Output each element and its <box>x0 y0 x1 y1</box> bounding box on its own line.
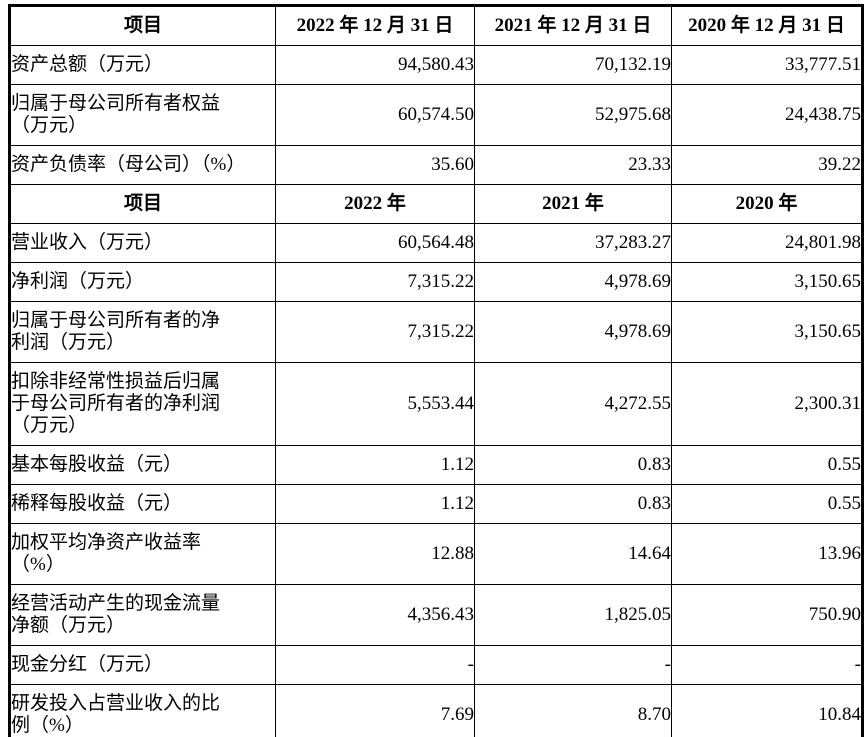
row-label: 加权平均净资产收益率 （%） <box>9 523 276 585</box>
cell-value: 52,975.68 <box>474 84 672 146</box>
cell-value: - <box>671 645 863 685</box>
table-row-net-profit: 净利润（万元） 7,315.22 4,978.69 3,150.65 <box>9 262 863 302</box>
table-row-diluted-eps: 稀释每股收益（元） 1.12 0.83 0.55 <box>9 484 863 524</box>
table-row-parent-net-profit: 归属于母公司所有者的净 利润（万元） 7,315.22 4,978.69 3,1… <box>9 301 863 363</box>
row-label: 资产总额（万元） <box>9 45 276 85</box>
cell-value: 4,356.43 <box>275 584 475 646</box>
cell-value: 24,801.98 <box>671 223 863 263</box>
header-year-2021: 2021 年 <box>474 184 672 224</box>
cell-value: 60,564.48 <box>275 223 475 263</box>
cell-value: 0.55 <box>671 484 863 524</box>
table-row-debt-ratio: 资产负债率（母公司）（%） 35.60 23.33 39.22 <box>9 145 863 185</box>
cell-value: 94,580.43 <box>275 45 475 85</box>
row-label: 现金分红（万元） <box>9 645 276 685</box>
cell-value: 7,315.22 <box>275 301 475 363</box>
cell-value: 0.83 <box>474 445 672 485</box>
cell-value: 10.84 <box>671 684 863 737</box>
cell-value: 60,574.50 <box>275 84 475 146</box>
cell-value: 1.12 <box>275 445 475 485</box>
table-row-parent-equity: 归属于母公司所有者权益 （万元） 60,574.50 52,975.68 24,… <box>9 84 863 146</box>
row-label: 归属于母公司所有者权益 （万元） <box>9 84 276 146</box>
header-year-2022: 2022 年 <box>275 184 475 224</box>
header-item-label: 项目 <box>9 5 276 46</box>
header-item-label: 项目 <box>9 184 276 224</box>
cell-value: 13.96 <box>671 523 863 585</box>
cell-value: 1,825.05 <box>474 584 672 646</box>
cell-value: 14.64 <box>474 523 672 585</box>
cell-value: 39.22 <box>671 145 863 185</box>
cell-value: 4,272.55 <box>474 362 672 446</box>
cell-value: 33,777.51 <box>671 45 863 85</box>
cell-value: 12.88 <box>275 523 475 585</box>
header-date-2022: 2022 年 12 月 31 日 <box>275 5 475 46</box>
cell-value: 5,553.44 <box>275 362 475 446</box>
row-label: 营业收入（万元） <box>9 223 276 263</box>
table-row-basic-eps: 基本每股收益（元） 1.12 0.83 0.55 <box>9 445 863 485</box>
row-label: 资产负债率（母公司）（%） <box>9 145 276 185</box>
row-label: 净利润（万元） <box>9 262 276 302</box>
row-label: 研发投入占营业收入的比 例（%） <box>9 684 276 737</box>
table-header-row-balance-sheet: 项目 2022 年 12 月 31 日 2021 年 12 月 31 日 202… <box>9 5 863 46</box>
cell-value: 23.33 <box>474 145 672 185</box>
cell-value: - <box>275 645 475 685</box>
cell-value: 0.55 <box>671 445 863 485</box>
row-label: 扣除非经常性损益后归属 于母公司所有者的净利润 （万元） <box>9 362 276 446</box>
table-header-row-income-statement: 项目 2022 年 2021 年 2020 年 <box>9 184 863 224</box>
table-row-rd-ratio: 研发投入占营业收入的比 例（%） 7.69 8.70 10.84 <box>9 684 863 737</box>
financial-summary-table: 项目 2022 年 12 月 31 日 2021 年 12 月 31 日 202… <box>8 4 864 737</box>
cell-value: 2,300.31 <box>671 362 863 446</box>
table-row-operating-revenue: 营业收入（万元） 60,564.48 37,283.27 24,801.98 <box>9 223 863 263</box>
cell-value: 1.12 <box>275 484 475 524</box>
table-row-weighted-roe: 加权平均净资产收益率 （%） 12.88 14.64 13.96 <box>9 523 863 585</box>
row-label: 稀释每股收益（元） <box>9 484 276 524</box>
table-row-deducted-net-profit: 扣除非经常性损益后归属 于母公司所有者的净利润 （万元） 5,553.44 4,… <box>9 362 863 446</box>
header-date-2021: 2021 年 12 月 31 日 <box>474 5 672 46</box>
row-label: 归属于母公司所有者的净 利润（万元） <box>9 301 276 363</box>
table-row-total-assets: 资产总额（万元） 94,580.43 70,132.19 33,777.51 <box>9 45 863 85</box>
cell-value: - <box>474 645 672 685</box>
table-row-cash-dividend: 现金分红（万元） - - - <box>9 645 863 685</box>
cell-value: 7.69 <box>275 684 475 737</box>
header-date-2020: 2020 年 12 月 31 日 <box>671 5 863 46</box>
cell-value: 7,315.22 <box>275 262 475 302</box>
cell-value: 24,438.75 <box>671 84 863 146</box>
cell-value: 37,283.27 <box>474 223 672 263</box>
cell-value: 70,132.19 <box>474 45 672 85</box>
cell-value: 0.83 <box>474 484 672 524</box>
table-row-operating-cash-flow: 经营活动产生的现金流量 净额（万元） 4,356.43 1,825.05 750… <box>9 584 863 646</box>
cell-value: 4,978.69 <box>474 301 672 363</box>
cell-value: 3,150.65 <box>671 301 863 363</box>
cell-value: 35.60 <box>275 145 475 185</box>
cell-value: 4,978.69 <box>474 262 672 302</box>
header-year-2020: 2020 年 <box>671 184 863 224</box>
cell-value: 750.90 <box>671 584 863 646</box>
cell-value: 3,150.65 <box>671 262 863 302</box>
row-label: 基本每股收益（元） <box>9 445 276 485</box>
row-label: 经营活动产生的现金流量 净额（万元） <box>9 584 276 646</box>
cell-value: 8.70 <box>474 684 672 737</box>
